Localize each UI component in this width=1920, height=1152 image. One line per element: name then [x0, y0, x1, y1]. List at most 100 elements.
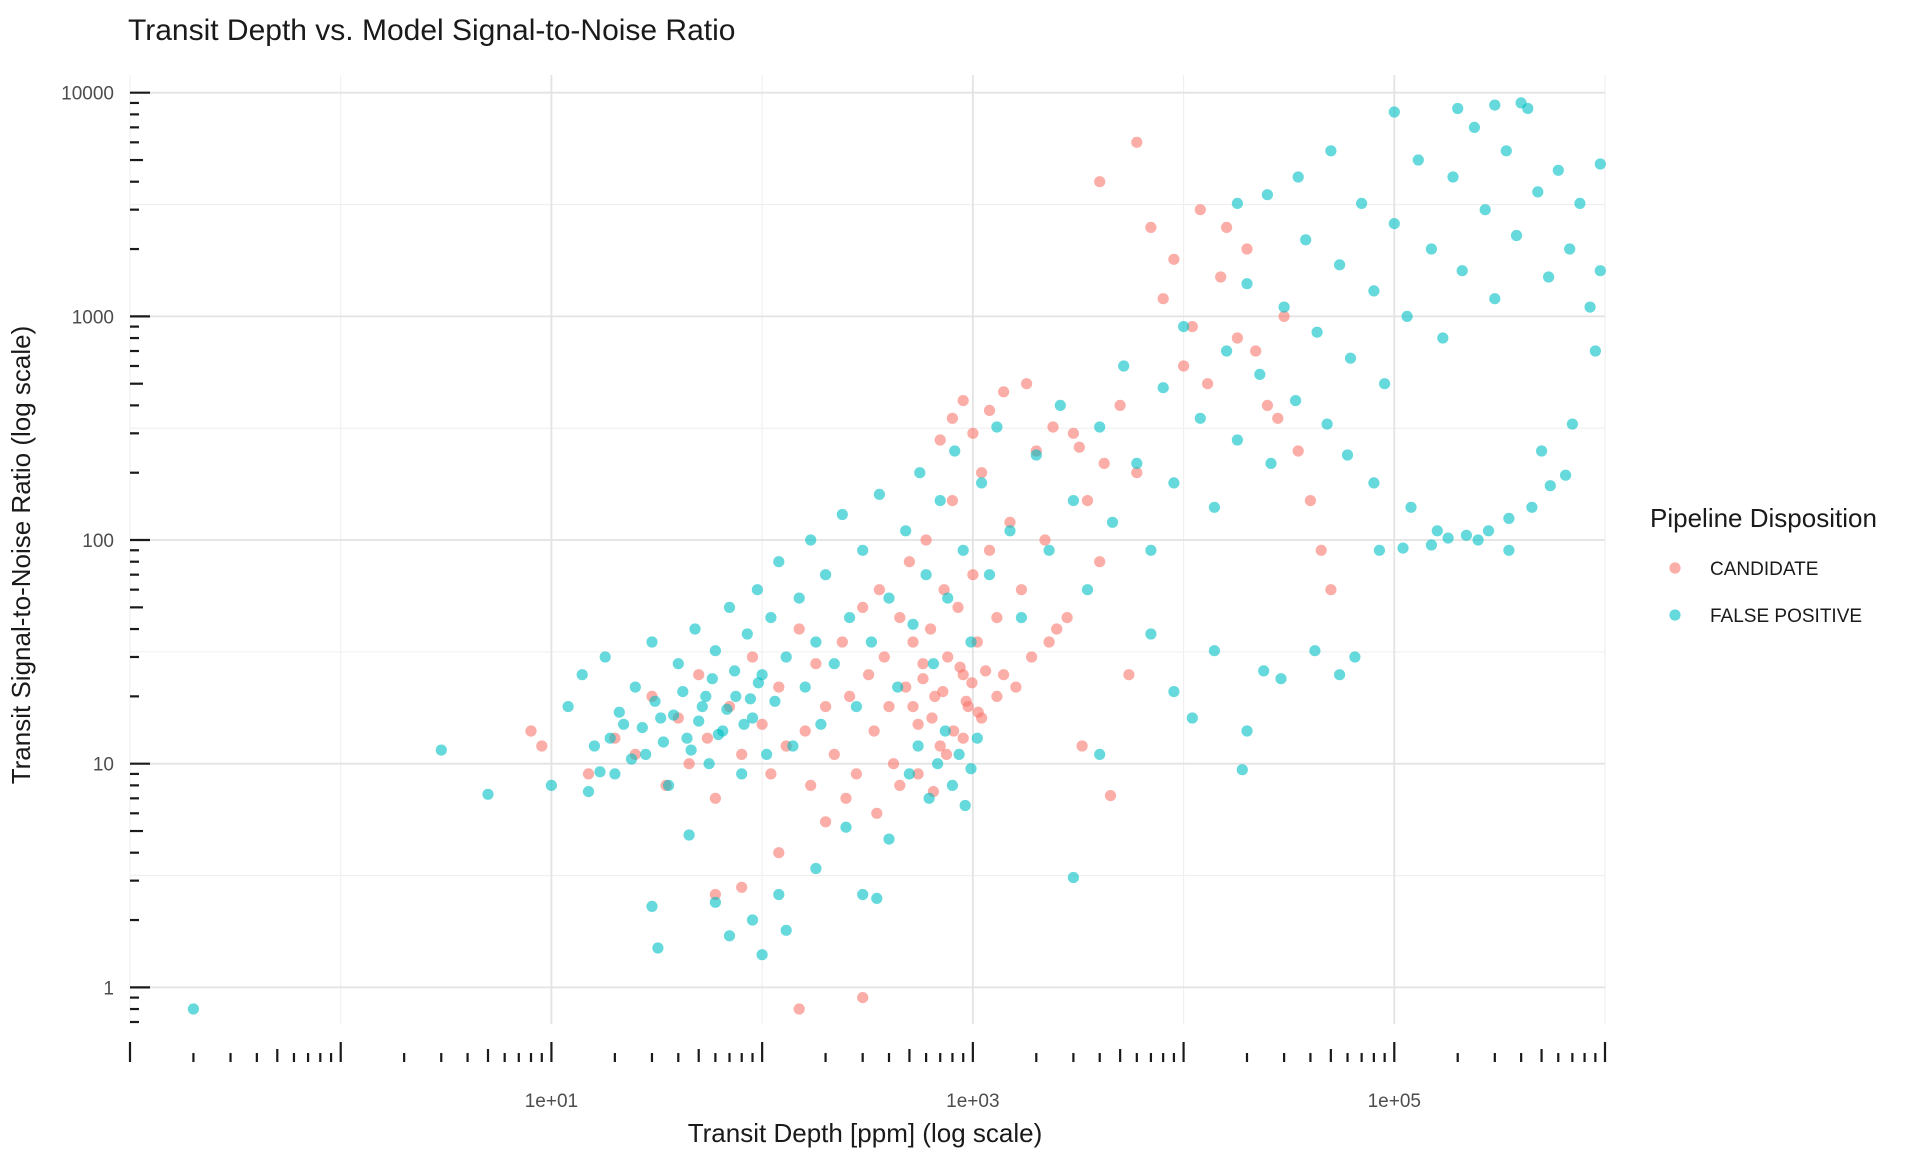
- false-positive-point: [844, 612, 856, 624]
- false-positive-point: [1437, 332, 1449, 344]
- legend-label-false-positive: FALSE POSITIVE: [1710, 606, 1862, 627]
- false-positive-point: [765, 612, 777, 624]
- false-positive-point: [738, 718, 750, 730]
- false-positive-point: [1231, 434, 1243, 446]
- legend-label-candidate: CANDIDATE: [1710, 559, 1818, 580]
- false-positive-point: [1373, 544, 1385, 556]
- false-positive-point: [696, 701, 708, 713]
- legend-key-candidate: [1669, 562, 1681, 574]
- false-positive-point: [693, 715, 705, 727]
- false-positive-point: [1532, 186, 1544, 198]
- candidate-point: [954, 661, 966, 673]
- false-positive-point: [741, 628, 753, 640]
- candidate-point: [1015, 584, 1027, 596]
- false-positive-point: [655, 712, 667, 724]
- false-positive-point: [187, 1003, 199, 1015]
- false-positive-point: [1254, 368, 1266, 380]
- false-positive-point: [959, 799, 971, 812]
- false-positive-point: [709, 896, 722, 908]
- false-positive-point: [1412, 154, 1424, 166]
- false-positive-point: [1574, 197, 1586, 209]
- candidate-point: [793, 623, 805, 635]
- false-positive-point: [1431, 525, 1443, 537]
- false-positive-point: [1131, 457, 1143, 469]
- false-positive-point: [663, 779, 675, 792]
- false-positive-point: [903, 768, 916, 780]
- false-positive-point: [971, 732, 983, 744]
- false-positive-point: [594, 766, 606, 778]
- candidate-point: [983, 404, 996, 416]
- candidate-point: [1272, 412, 1284, 424]
- false-positive-point: [1341, 449, 1354, 461]
- false-positive-point: [820, 569, 832, 581]
- false-positive-point: [957, 544, 969, 556]
- false-positive-point: [435, 744, 447, 756]
- data-points: [187, 97, 1606, 1015]
- false-positive-point: [836, 508, 848, 521]
- false-positive-point: [900, 525, 912, 537]
- candidate-point: [1325, 584, 1337, 596]
- false-positive-point: [923, 792, 935, 804]
- false-positive-point: [681, 732, 693, 744]
- candidate-point: [857, 601, 869, 614]
- false-positive-point: [912, 740, 924, 752]
- false-positive-point: [810, 862, 822, 875]
- false-positive-point: [1460, 529, 1472, 541]
- false-positive-point: [976, 477, 988, 489]
- false-positive-point: [883, 833, 895, 845]
- false-positive-point: [850, 701, 863, 713]
- false-positive-point: [1536, 445, 1548, 457]
- candidate-point: [1215, 271, 1227, 283]
- false-positive-point: [1241, 278, 1253, 290]
- false-positive-point: [865, 636, 878, 648]
- false-positive-point: [1275, 673, 1287, 685]
- candidate-point: [863, 669, 875, 681]
- candidate-point: [948, 725, 960, 737]
- y-tick-label: 100: [82, 531, 114, 552]
- false-positive-point: [1145, 544, 1157, 556]
- false-positive-point: [625, 753, 638, 765]
- false-positive-point: [618, 718, 630, 730]
- false-positive-point: [1442, 532, 1454, 544]
- false-positive-point: [1168, 477, 1180, 489]
- candidate-point: [998, 669, 1010, 681]
- false-positive-point: [907, 618, 919, 630]
- false-positive-point: [1321, 418, 1333, 430]
- false-positive-point: [1043, 544, 1055, 556]
- false-positive-point: [857, 544, 869, 556]
- false-positive-point: [1456, 265, 1468, 277]
- false-positive-point: [949, 445, 961, 457]
- candidate-point: [1221, 221, 1233, 233]
- candidate-point: [840, 792, 852, 804]
- candidate-point: [1157, 293, 1169, 305]
- candidate-point: [934, 740, 946, 752]
- candidate-point: [937, 686, 949, 698]
- false-positive-point: [1388, 218, 1400, 230]
- candidate-point: [900, 681, 912, 693]
- candidate-point: [887, 758, 900, 770]
- false-positive-point: [1447, 171, 1459, 183]
- candidate-point: [1067, 427, 1079, 439]
- candidate-point: [1047, 421, 1059, 433]
- candidate-point: [709, 888, 722, 901]
- candidate-point: [1004, 516, 1016, 528]
- false-positive-point: [1510, 229, 1523, 242]
- candidate-point: [1094, 556, 1106, 568]
- axis-ticks: [128, 91, 1607, 1062]
- false-positive-point: [1349, 651, 1361, 663]
- false-positive-point: [1503, 544, 1515, 556]
- candidate-point: [1061, 612, 1073, 624]
- candidate-point: [938, 584, 950, 596]
- false-positive-point: [1325, 145, 1337, 157]
- false-positive-point: [1334, 259, 1346, 271]
- legend-title: Pipeline Disposition: [1650, 503, 1877, 533]
- false-positive-point: [689, 623, 701, 635]
- false-positive-point: [649, 695, 661, 707]
- y-tick-label: 1000: [72, 307, 114, 328]
- false-positive-point: [1526, 501, 1538, 513]
- false-positive-point: [1479, 204, 1491, 216]
- y-tick-label: 1: [103, 978, 114, 999]
- false-positive-point: [1594, 265, 1606, 277]
- candidate-point: [536, 740, 548, 752]
